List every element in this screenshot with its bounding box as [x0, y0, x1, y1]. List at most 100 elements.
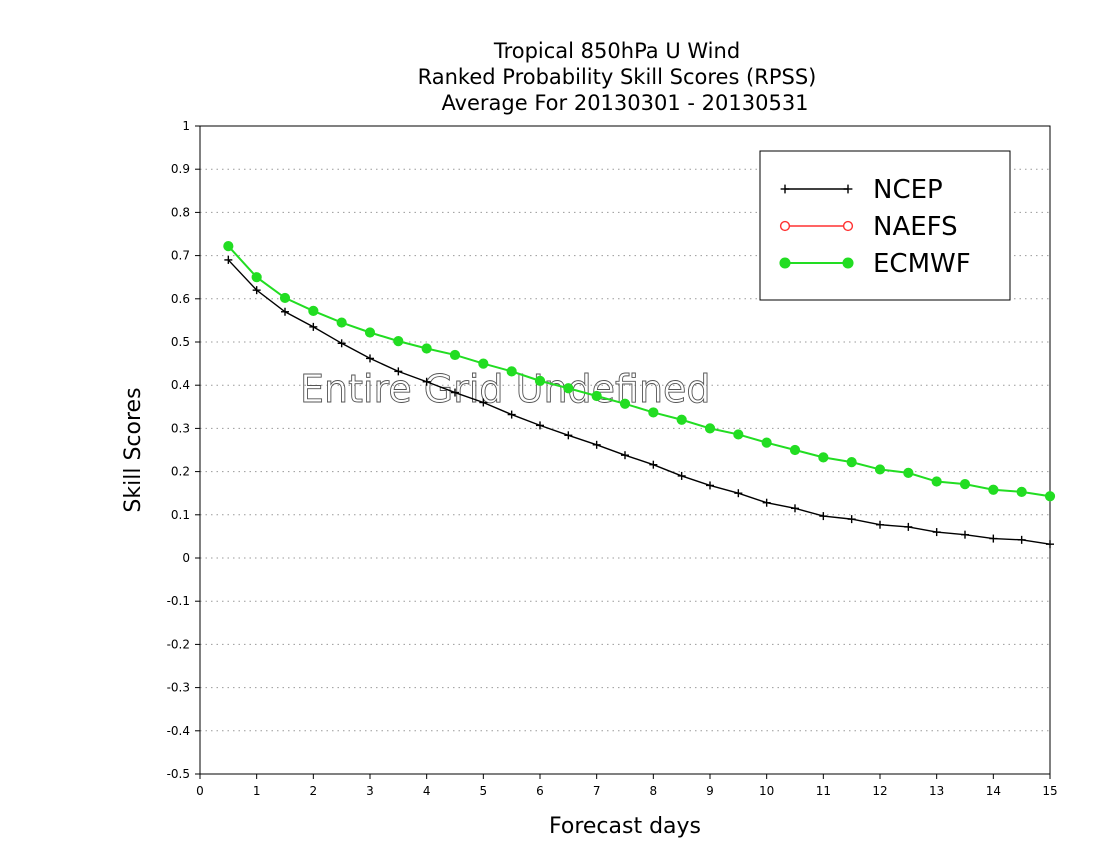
y-tick-label: -0.1 — [167, 594, 190, 608]
ncep-point-marker — [649, 460, 658, 469]
ncep-point-marker — [904, 522, 913, 531]
x-tick-label: 12 — [872, 784, 887, 798]
legend-label: ECMWF — [873, 249, 971, 279]
x-tick-label: 1 — [253, 784, 261, 798]
ecmwf-point-marker — [393, 336, 404, 347]
ecmwf-point-marker — [1016, 486, 1027, 498]
ncep-point-marker — [876, 520, 884, 529]
chart-title-line-1: Tropical 850hPa U Wind — [493, 39, 740, 63]
x-tick-label: 15 — [1042, 784, 1057, 798]
ncep-point-marker — [1046, 540, 1054, 549]
ncep-point-marker — [819, 512, 828, 521]
y-tick-label: 0.3 — [171, 421, 190, 435]
ecmwf-point-marker — [336, 317, 347, 328]
axis-ticks — [195, 125, 1051, 779]
ecmwf-point-marker — [506, 366, 517, 377]
chart-title-line-3: Average For 20130301 - 20130531 — [441, 91, 808, 115]
x-tick-label: 0 — [196, 784, 204, 798]
ncep-point-marker — [762, 498, 771, 507]
ecmwf-point-marker — [648, 407, 659, 418]
ecmwf-point-marker — [534, 375, 546, 386]
ncep-point-marker — [281, 307, 289, 316]
ecmwf-point-marker — [903, 467, 914, 478]
legend-item-naefs: NAEFS — [779, 212, 958, 242]
ecmwf-point-marker — [308, 305, 319, 316]
ecmwf-point-marker — [842, 257, 854, 269]
ecmwf-point-marker — [251, 272, 262, 283]
y-tick-label: -0.5 — [167, 767, 190, 781]
ecmwf-point-marker — [449, 349, 461, 361]
ecmwf-point-marker — [874, 464, 886, 475]
legend-label: NAEFS — [873, 212, 958, 242]
grid-lines — [200, 168, 1050, 732]
y-tick-label: 0.1 — [171, 508, 190, 522]
naefs-point-marker — [842, 220, 854, 232]
ecmwf-point-marker — [846, 456, 857, 468]
ncep-point-marker — [706, 481, 714, 490]
ecmwf-point-marker — [478, 358, 489, 369]
y-axis-label: Skill Scores — [121, 387, 146, 512]
ecmwf-point-marker — [988, 484, 999, 495]
ncep-point-marker — [847, 515, 856, 524]
chart-title-line-2: Ranked Probability Skill Scores (RPSS) — [418, 65, 817, 89]
y-tick-label: 0.8 — [171, 205, 190, 219]
legend-item-ncep: NCEP — [780, 175, 943, 205]
ecmwf-point-marker — [818, 452, 829, 463]
x-tick-label: 5 — [480, 784, 488, 798]
y-tick-label: 0.5 — [171, 335, 190, 349]
x-tick-label: 8 — [650, 784, 658, 798]
ncep-point-marker — [843, 184, 853, 194]
ncep-point-marker — [422, 377, 431, 386]
ncep-point-marker — [932, 528, 941, 537]
x-tick-label: 7 — [593, 784, 601, 798]
ncep-point-marker — [734, 489, 743, 498]
ecmwf-point-marker — [959, 479, 971, 490]
ecmwf-point-marker — [931, 476, 942, 487]
ecmwf-point-marker — [761, 437, 772, 448]
ncep-point-marker — [337, 339, 346, 348]
ncep-point-marker — [961, 530, 969, 539]
ncep-point-marker — [592, 440, 601, 449]
ecmwf-point-marker — [779, 257, 791, 269]
legend: NCEP NAEFS ECMWF — [759, 150, 1011, 301]
legend-label: NCEP — [873, 175, 943, 205]
x-tick-label: 6 — [536, 784, 544, 798]
y-tick-label: -0.3 — [167, 681, 190, 695]
y-axis-tick-labels: -0.5 -0.4 -0.3 -0.2 -0.1 0 0.1 0.2 0.3 0.4 0.5 0.6 0… — [167, 119, 190, 781]
ncep-point-marker — [791, 504, 799, 513]
ncep-point-marker — [1017, 535, 1026, 544]
y-tick-label: 0 — [182, 551, 190, 565]
ncep-point-marker — [224, 255, 233, 264]
x-tick-label: 4 — [423, 784, 431, 798]
entire-grid-undefined-annotation: Entire Grid Undefined — [300, 367, 711, 411]
x-tick-label: 2 — [310, 784, 318, 798]
x-tick-label: 9 — [706, 784, 714, 798]
y-tick-label: 0.4 — [171, 378, 190, 392]
ncep-point-marker — [564, 431, 573, 440]
ncep-line — [227, 259, 1051, 545]
x-axis-tick-labels: 0 1 2 3 4 5 6 7 8 9 10 11 12 13 14 15 — [196, 784, 1057, 798]
ncep-point-marker — [479, 398, 488, 407]
x-tick-label: 13 — [929, 784, 944, 798]
ecmwf-point-marker — [733, 429, 744, 440]
y-tick-label: 0.7 — [171, 249, 190, 263]
y-tick-label: -0.4 — [167, 724, 190, 738]
ncep-point-marker — [621, 451, 629, 460]
y-tick-label: 0.6 — [171, 292, 190, 306]
ecmwf-point-marker — [704, 423, 716, 434]
ecmwf-series — [223, 240, 1056, 502]
ecmwf-point-marker — [619, 398, 631, 409]
x-tick-label: 10 — [759, 784, 774, 798]
ncep-point-marker — [677, 471, 686, 480]
ncep-point-marker — [989, 534, 998, 543]
ncep-point-marker — [252, 286, 261, 295]
x-tick-label: 11 — [816, 784, 831, 798]
x-tick-label: 14 — [986, 784, 1001, 798]
ncep-point-marker — [780, 184, 790, 194]
y-tick-label: 1 — [182, 119, 190, 133]
ncep-point-marker — [309, 322, 318, 331]
ecmwf-point-marker — [563, 383, 574, 394]
ecmwf-point-marker — [279, 292, 291, 304]
plot-area-frame — [199, 125, 1051, 775]
